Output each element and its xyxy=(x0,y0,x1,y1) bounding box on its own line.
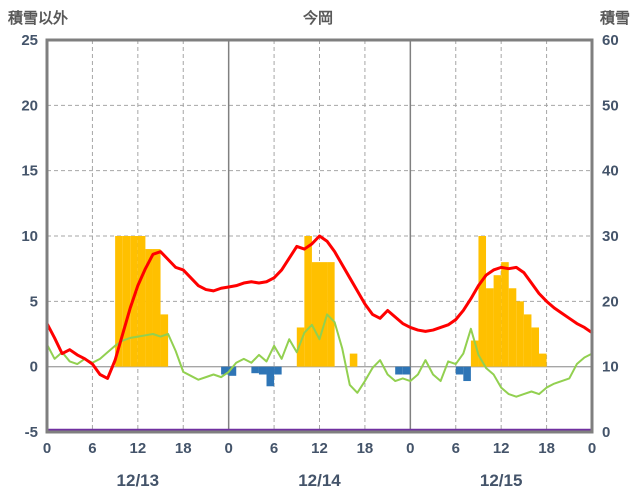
orange-bars-bar xyxy=(531,327,540,367)
right-axis-tick: 10 xyxy=(602,359,619,376)
red-line xyxy=(45,234,594,380)
orange-bars-bar xyxy=(501,262,509,367)
blue-bars-bar xyxy=(274,366,282,375)
chart-title: 今岡 xyxy=(302,10,334,27)
orange-bars-bar xyxy=(470,340,479,367)
plot-border xyxy=(45,38,594,434)
left-axis-tick: 0 xyxy=(30,359,38,376)
blue-bars-bar xyxy=(266,366,275,387)
x-axis-tick: 6 xyxy=(270,440,278,457)
blue-bars-bar xyxy=(463,366,471,382)
orange-bars-bar xyxy=(304,236,312,367)
x-axis-tick: 12 xyxy=(311,440,328,457)
right-axis-tick: 40 xyxy=(602,163,619,180)
right-axis-tick: 30 xyxy=(602,228,619,245)
x-axis-tick: 0 xyxy=(406,440,414,457)
x-axis-tick: 12 xyxy=(129,440,146,457)
orange-bars-bar xyxy=(516,301,524,367)
x-axis-tick: 0 xyxy=(588,440,596,457)
orange-bars-bar xyxy=(508,288,517,367)
date-label: 12/15 xyxy=(480,471,523,490)
x-axis-tick: 12 xyxy=(493,440,510,457)
x-axis-tick: 0 xyxy=(43,440,51,457)
x-axis-tick: 18 xyxy=(538,440,555,457)
orange-bars-bar xyxy=(160,314,169,367)
x-axis-tick: 6 xyxy=(452,440,460,457)
orange-bars xyxy=(115,236,547,367)
left-axis-tick: 10 xyxy=(21,228,38,245)
orange-bars-bar xyxy=(523,314,532,367)
blue-bars-bar xyxy=(402,366,411,375)
blue-bars-bar xyxy=(258,366,267,375)
x-axis-tick: 18 xyxy=(175,440,192,457)
blue-bars-bar xyxy=(455,366,464,375)
left-axis-tick: 5 xyxy=(30,293,38,310)
orange-bars-bar xyxy=(296,327,305,367)
orange-bars-bar xyxy=(539,353,547,367)
orange-bars-bar xyxy=(349,353,358,367)
x-axis-tick: 18 xyxy=(357,440,374,457)
orange-bars-bar xyxy=(152,249,161,367)
orange-bars-bar xyxy=(115,236,123,367)
orange-bars-bar xyxy=(493,275,502,367)
right-axis-tick: 50 xyxy=(602,97,619,114)
orange-bars-bar xyxy=(137,236,146,367)
left-axis-tick: 25 xyxy=(21,32,38,49)
left-axis-tick: 20 xyxy=(21,97,38,114)
blue-bars-bar xyxy=(221,366,229,375)
blue-bars-bar xyxy=(251,366,259,374)
right-axis-tick: 0 xyxy=(602,424,610,441)
orange-bars-bar xyxy=(122,236,131,367)
date-label: 12/13 xyxy=(117,471,160,490)
blue-bars xyxy=(221,366,471,387)
right-axis-tick: 60 xyxy=(602,32,619,49)
left-axis-tick: -5 xyxy=(25,424,38,441)
date-label: 12/14 xyxy=(298,471,341,490)
x-axis-tick: 0 xyxy=(224,440,232,457)
blue-bars-bar xyxy=(228,366,237,376)
orange-bars-bar xyxy=(478,236,487,367)
right-axis-title: 積雪 xyxy=(599,10,630,27)
x-axis-tick: 6 xyxy=(88,440,96,457)
orange-bars-bar xyxy=(319,262,328,367)
orange-bars-bar xyxy=(145,249,153,367)
left-axis-tick: 15 xyxy=(21,163,38,180)
blue-bars-bar xyxy=(395,366,403,375)
right-axis-tick: 20 xyxy=(602,293,619,310)
orange-bars-bar xyxy=(327,262,335,367)
orange-bars-bar xyxy=(486,288,494,367)
left-axis-title: 積雪以外 xyxy=(8,10,69,27)
orange-bars-bar xyxy=(311,262,320,367)
green-line xyxy=(46,313,593,398)
